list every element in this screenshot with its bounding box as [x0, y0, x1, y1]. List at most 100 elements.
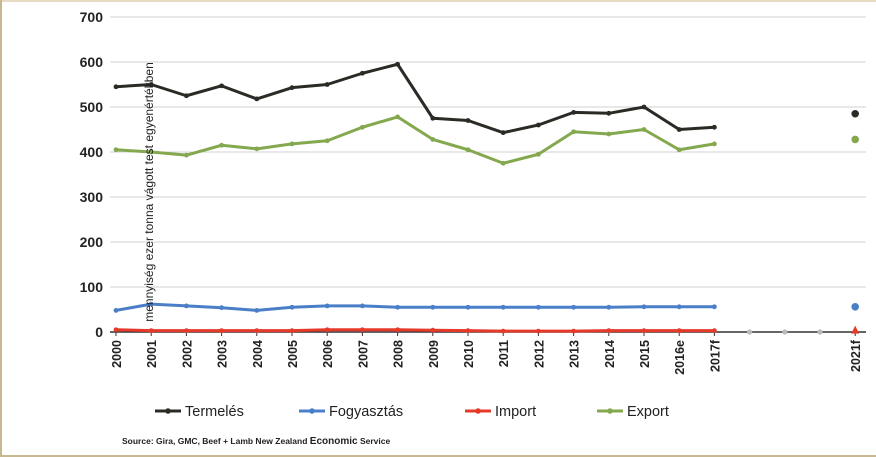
data-point [536, 328, 541, 334]
y-axis-ticks: 0 100 200 300 400 500 600 700 [80, 9, 104, 340]
data-point [289, 328, 295, 334]
data-point [500, 160, 506, 166]
data-point [219, 83, 225, 89]
left-border [0, 0, 2, 457]
x-tick-label: 2014 [603, 340, 617, 368]
x-tick-label: 2006 [321, 340, 335, 368]
data-point [289, 141, 295, 147]
source-emphasis: Economic [309, 436, 358, 447]
series-line [115, 62, 715, 135]
x-tick-label: 2000 [110, 340, 124, 368]
data-point [641, 104, 647, 110]
x-tick-label: 2015 [638, 340, 652, 368]
legend-marker [607, 408, 613, 414]
legend-label: Fogyasztás [329, 404, 403, 420]
data-point [851, 325, 860, 334]
data-point [324, 303, 330, 309]
data-point [606, 304, 612, 310]
legend-label: Export [627, 404, 669, 420]
data-point [184, 328, 189, 334]
data-point [360, 303, 365, 309]
x-tick-label: 2003 [216, 340, 230, 368]
x-tick-label: 2001 [145, 340, 159, 368]
data-point [324, 138, 330, 144]
data-point [712, 328, 717, 334]
data-point [851, 135, 859, 144]
data-point [184, 303, 189, 309]
legend-item: Import [465, 404, 536, 420]
x-tick-label: 2016e [673, 340, 687, 375]
source-note: Source: Gira, GMC, Beef + Lamb New Zeala… [122, 436, 390, 447]
data-point [254, 146, 260, 152]
data-point [571, 328, 576, 334]
data-point [851, 109, 859, 118]
data-point [465, 147, 471, 153]
data-point [676, 328, 682, 334]
data-point [465, 118, 471, 123]
data-point [465, 304, 471, 310]
x-tick-label: 2010 [462, 340, 476, 368]
data-point [360, 124, 365, 130]
y-tick-label: 600 [80, 54, 104, 70]
data-point [606, 328, 612, 334]
data-point [571, 110, 576, 115]
series-line [115, 302, 715, 312]
source-suffix: Service [359, 436, 391, 446]
placeholder-points [747, 329, 823, 335]
x-tick-label: 2002 [180, 340, 194, 368]
legend: Termelés Fogyasztás Import Export [155, 404, 669, 420]
data-point [676, 147, 682, 153]
series-2 [113, 325, 860, 334]
data-point [148, 149, 154, 155]
data-point [430, 115, 436, 121]
data-point [676, 304, 682, 310]
data-point [430, 137, 436, 142]
x-tick-label: 2004 [251, 340, 265, 368]
data-point [395, 114, 400, 120]
data-point [606, 131, 612, 137]
data-point [324, 82, 330, 87]
x-tick-label: 2012 [532, 340, 546, 368]
y-tick-label: 200 [80, 234, 104, 250]
series-lines [113, 61, 860, 335]
x-tick-label: 2007 [356, 340, 370, 368]
bottom-border [0, 455, 876, 457]
x-axis-ticks: 2000 2001 2002 2003 2004 2005 2006 2007 2008 2009… [110, 332, 863, 375]
data-point [184, 152, 189, 158]
series-line [115, 115, 715, 165]
data-point [219, 328, 225, 334]
series-0 [113, 61, 859, 136]
y-axis-label: mennyiség ezer tonna vágott test egyenér… [142, 62, 156, 322]
legend-marker [309, 408, 315, 414]
data-point [851, 303, 859, 311]
x-tick-label: 2017f [708, 339, 722, 372]
legend-label: Termelés [185, 404, 244, 420]
y-tick-label: 100 [80, 279, 104, 295]
placeholder-point [747, 329, 753, 335]
data-point [536, 304, 541, 310]
top-border [0, 0, 876, 2]
data-point [254, 308, 260, 313]
legend-item: Export [597, 404, 669, 420]
x-tick-label: 2011 [497, 340, 511, 367]
data-point [184, 93, 189, 99]
y-tick-label: 400 [80, 144, 104, 160]
series-line [115, 328, 715, 333]
data-point [113, 84, 119, 90]
legend-marker [165, 408, 171, 414]
y-tick-label: 700 [80, 9, 104, 25]
data-point [289, 85, 295, 91]
placeholder-point [782, 329, 788, 335]
series-3 [113, 114, 859, 166]
y-tick-label: 300 [80, 189, 104, 205]
legend-marker [475, 408, 481, 414]
data-point [254, 328, 260, 334]
legend-item: Termelés [155, 404, 244, 420]
x-tick-label: 2008 [392, 340, 406, 368]
data-point [676, 127, 682, 132]
data-point [148, 328, 154, 334]
data-point [430, 304, 436, 310]
data-point [465, 328, 471, 334]
